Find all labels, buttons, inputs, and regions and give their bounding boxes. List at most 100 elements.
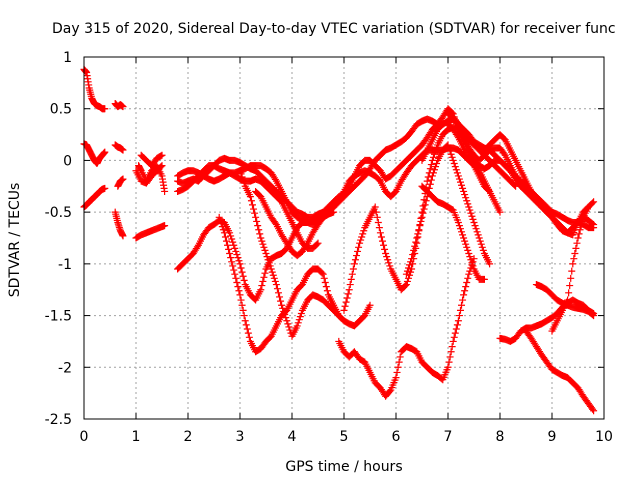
series-arc-29	[532, 281, 598, 320]
data-point	[278, 301, 286, 309]
data-point-interp	[411, 242, 419, 250]
data-point-interp	[462, 194, 470, 202]
data-point-interp	[261, 246, 269, 254]
data-point	[418, 213, 426, 221]
series-arc-08	[132, 222, 169, 242]
data-point-interp	[469, 215, 477, 223]
series-arc-25	[444, 110, 598, 239]
y-tick-label: -2.5	[45, 412, 72, 428]
data-point	[158, 162, 166, 170]
data-point-interp	[394, 363, 402, 371]
data-point-interp	[233, 251, 241, 259]
data-point-interp	[239, 272, 247, 280]
data-point	[460, 187, 468, 195]
data-point-interp	[459, 296, 467, 304]
data-point-interp	[253, 217, 261, 225]
data-point-interp	[415, 226, 423, 234]
data-point-interp	[277, 297, 285, 305]
data-point-interp	[228, 258, 236, 266]
data-point-interp	[450, 160, 458, 168]
data-point-interp	[266, 262, 274, 270]
data-point-interp	[393, 368, 401, 376]
data-point-interp	[409, 251, 417, 259]
series-arc-17	[236, 167, 374, 340]
data-point-interp	[461, 191, 469, 199]
data-point	[267, 265, 275, 273]
data-point-interp	[358, 233, 366, 241]
data-point-interp	[254, 222, 262, 230]
data-point-interp	[295, 316, 303, 324]
data-point	[241, 317, 249, 325]
chart-title: Day 315 of 2020, Sidereal Day-to-day VTE…	[52, 21, 616, 37]
data-point	[408, 265, 416, 273]
data-point	[486, 260, 494, 268]
x-tick-label: 8	[496, 429, 505, 445]
data-point	[584, 203, 592, 211]
data-point-interp	[221, 233, 229, 241]
data-point-interp	[258, 282, 266, 290]
data-point-interp	[424, 188, 432, 196]
data-point-interp	[479, 246, 487, 254]
data-point-interp	[385, 259, 393, 267]
data-point-interp	[455, 312, 463, 320]
data-point-interp	[452, 325, 460, 333]
data-point	[590, 312, 598, 320]
data-point	[590, 407, 598, 415]
data-point-interp	[232, 274, 240, 282]
data-point	[158, 151, 166, 159]
series-arc-07	[114, 175, 127, 190]
data-point-interp	[462, 240, 470, 248]
data-point-interp	[571, 250, 579, 258]
data-point-interp	[462, 283, 470, 291]
data-point-interp	[427, 161, 435, 169]
data-point-interp	[235, 287, 243, 295]
data-point-interp	[476, 237, 484, 245]
data-point-interp	[473, 228, 481, 236]
data-point-interp	[372, 208, 380, 216]
data-point	[444, 363, 452, 371]
data-point-interp	[446, 147, 454, 155]
data-point-interp	[217, 220, 225, 228]
data-point-interp	[359, 230, 367, 238]
series-arc-03	[80, 140, 109, 168]
data-point-interp	[237, 296, 245, 304]
data-point-interp	[578, 217, 586, 225]
data-point-interp	[352, 252, 360, 260]
data-point-interp	[455, 222, 463, 230]
data-point	[236, 291, 244, 299]
data-point-interp	[445, 144, 453, 152]
data-point-interp	[240, 312, 248, 320]
data-point-interp	[238, 268, 246, 276]
data-point-interp	[349, 265, 357, 273]
data-point-interp	[227, 254, 235, 262]
data-point-interp	[235, 257, 243, 265]
x-tick-label: 5	[340, 429, 349, 445]
data-point-interp	[420, 205, 428, 213]
data-point	[470, 255, 478, 263]
data-point-interp	[464, 274, 472, 282]
data-point	[590, 224, 598, 232]
data-point-interp	[351, 256, 359, 264]
data-point-interp	[357, 236, 365, 244]
data-point	[257, 234, 265, 242]
data-point-interp	[456, 225, 464, 233]
data-point-interp	[469, 262, 477, 270]
data-point-interp	[466, 206, 474, 214]
data-point-interp	[237, 264, 245, 272]
data-point-interp	[425, 184, 433, 192]
data-point-interp	[464, 200, 472, 208]
series-arc-21	[335, 255, 478, 400]
data-point-interp	[256, 230, 264, 238]
data-point-interp	[407, 268, 415, 276]
data-point	[119, 146, 127, 154]
data-point-interp	[280, 307, 288, 315]
data-point	[319, 270, 327, 278]
data-point	[454, 317, 462, 325]
data-point-interp	[447, 150, 455, 158]
data-point-interp	[474, 231, 482, 239]
data-point-interp	[238, 301, 246, 309]
data-point-interp	[242, 321, 250, 329]
data-point	[119, 232, 127, 240]
data-point	[392, 374, 400, 382]
data-point-interp	[245, 333, 253, 341]
